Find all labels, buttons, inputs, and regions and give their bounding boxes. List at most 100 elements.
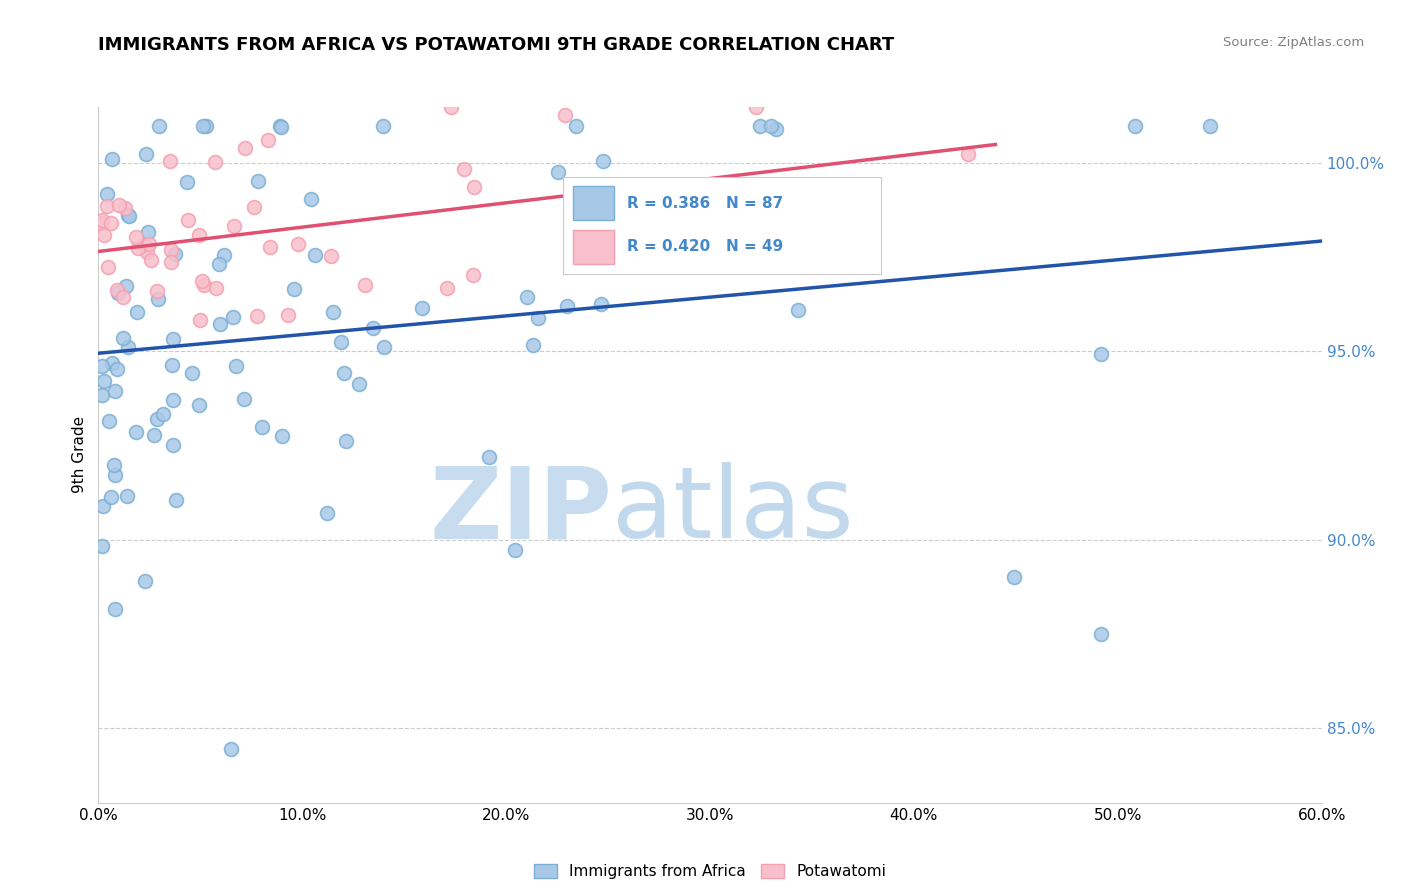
Point bbox=[219, 742, 242, 756]
FancyBboxPatch shape bbox=[572, 230, 614, 264]
Point bbox=[148, 293, 170, 307]
Point bbox=[159, 153, 181, 168]
Point bbox=[204, 155, 226, 169]
Point bbox=[477, 450, 499, 464]
Point bbox=[411, 301, 433, 316]
Point bbox=[190, 313, 212, 327]
Point bbox=[104, 467, 127, 482]
Point bbox=[91, 213, 114, 227]
Point bbox=[745, 100, 768, 114]
Point bbox=[277, 308, 299, 322]
Point bbox=[101, 152, 124, 166]
Point bbox=[259, 240, 281, 254]
Point bbox=[162, 332, 184, 346]
Point bbox=[105, 283, 128, 297]
Point bbox=[146, 284, 169, 298]
Point bbox=[225, 359, 247, 373]
Point bbox=[347, 377, 370, 392]
Point bbox=[111, 331, 134, 345]
Point bbox=[96, 199, 118, 213]
Point bbox=[555, 299, 578, 313]
Point bbox=[191, 119, 214, 133]
Point bbox=[269, 119, 291, 133]
Y-axis label: 9th Grade: 9th Grade bbox=[72, 417, 87, 493]
Point bbox=[208, 256, 231, 270]
Text: ZIP: ZIP bbox=[429, 462, 612, 559]
Point bbox=[105, 362, 128, 376]
Point bbox=[516, 290, 538, 304]
Text: R = 0.386   N = 87: R = 0.386 N = 87 bbox=[627, 196, 783, 211]
Point bbox=[1004, 570, 1026, 584]
Point bbox=[162, 438, 184, 452]
Point bbox=[176, 175, 198, 189]
Point bbox=[91, 500, 114, 514]
Point bbox=[322, 305, 344, 319]
Point bbox=[373, 340, 395, 354]
Point bbox=[761, 119, 783, 133]
Point bbox=[1090, 626, 1112, 640]
Point bbox=[101, 356, 124, 370]
Text: R = 0.420   N = 49: R = 0.420 N = 49 bbox=[627, 239, 783, 254]
Point bbox=[592, 153, 614, 168]
Point bbox=[91, 359, 114, 374]
Point bbox=[659, 209, 682, 223]
Point bbox=[1090, 347, 1112, 361]
Point bbox=[107, 286, 129, 301]
Point bbox=[463, 268, 485, 282]
Point bbox=[699, 198, 721, 212]
Point bbox=[335, 434, 357, 448]
Point bbox=[222, 219, 245, 234]
Point bbox=[115, 278, 138, 293]
Point bbox=[162, 392, 184, 407]
Point bbox=[453, 161, 475, 176]
Point bbox=[134, 574, 156, 588]
Point bbox=[287, 236, 309, 251]
Point bbox=[117, 340, 139, 354]
Point bbox=[270, 120, 292, 135]
Point bbox=[354, 278, 377, 293]
Point bbox=[373, 119, 395, 133]
Point bbox=[748, 119, 770, 133]
Point bbox=[319, 249, 342, 263]
Point bbox=[98, 414, 121, 428]
Point bbox=[522, 338, 544, 352]
Point bbox=[187, 398, 209, 412]
Point bbox=[91, 216, 114, 230]
Point bbox=[283, 282, 305, 296]
Point bbox=[252, 420, 274, 434]
Point bbox=[589, 297, 612, 311]
Point bbox=[652, 185, 675, 199]
Point bbox=[104, 384, 127, 399]
Legend: Immigrants from Africa, Potawatomi: Immigrants from Africa, Potawatomi bbox=[527, 858, 893, 886]
Point bbox=[205, 281, 228, 295]
Point bbox=[246, 310, 269, 324]
Text: IMMIGRANTS FROM AFRICA VS POTAWATOMI 9TH GRADE CORRELATION CHART: IMMIGRANTS FROM AFRICA VS POTAWATOMI 9TH… bbox=[98, 36, 894, 54]
Point bbox=[765, 121, 787, 136]
Point bbox=[100, 216, 122, 230]
Point bbox=[181, 366, 204, 380]
Point bbox=[124, 425, 146, 439]
Point bbox=[108, 197, 131, 211]
Point bbox=[117, 208, 139, 222]
Point bbox=[125, 229, 148, 244]
Point bbox=[547, 165, 569, 179]
Point bbox=[233, 141, 256, 155]
Point bbox=[148, 119, 170, 133]
Point bbox=[222, 310, 245, 324]
Point bbox=[135, 147, 157, 161]
Point bbox=[194, 119, 217, 133]
Point bbox=[787, 303, 810, 318]
Point bbox=[114, 201, 136, 215]
Point bbox=[299, 193, 322, 207]
FancyBboxPatch shape bbox=[572, 186, 614, 220]
Point bbox=[176, 212, 198, 227]
Point bbox=[193, 278, 215, 293]
Point bbox=[1123, 119, 1146, 133]
Point bbox=[439, 100, 461, 114]
Point bbox=[304, 248, 326, 262]
Point bbox=[115, 489, 138, 503]
Point bbox=[191, 274, 214, 288]
Point bbox=[246, 174, 269, 188]
Point bbox=[146, 411, 169, 425]
Point bbox=[212, 248, 235, 262]
